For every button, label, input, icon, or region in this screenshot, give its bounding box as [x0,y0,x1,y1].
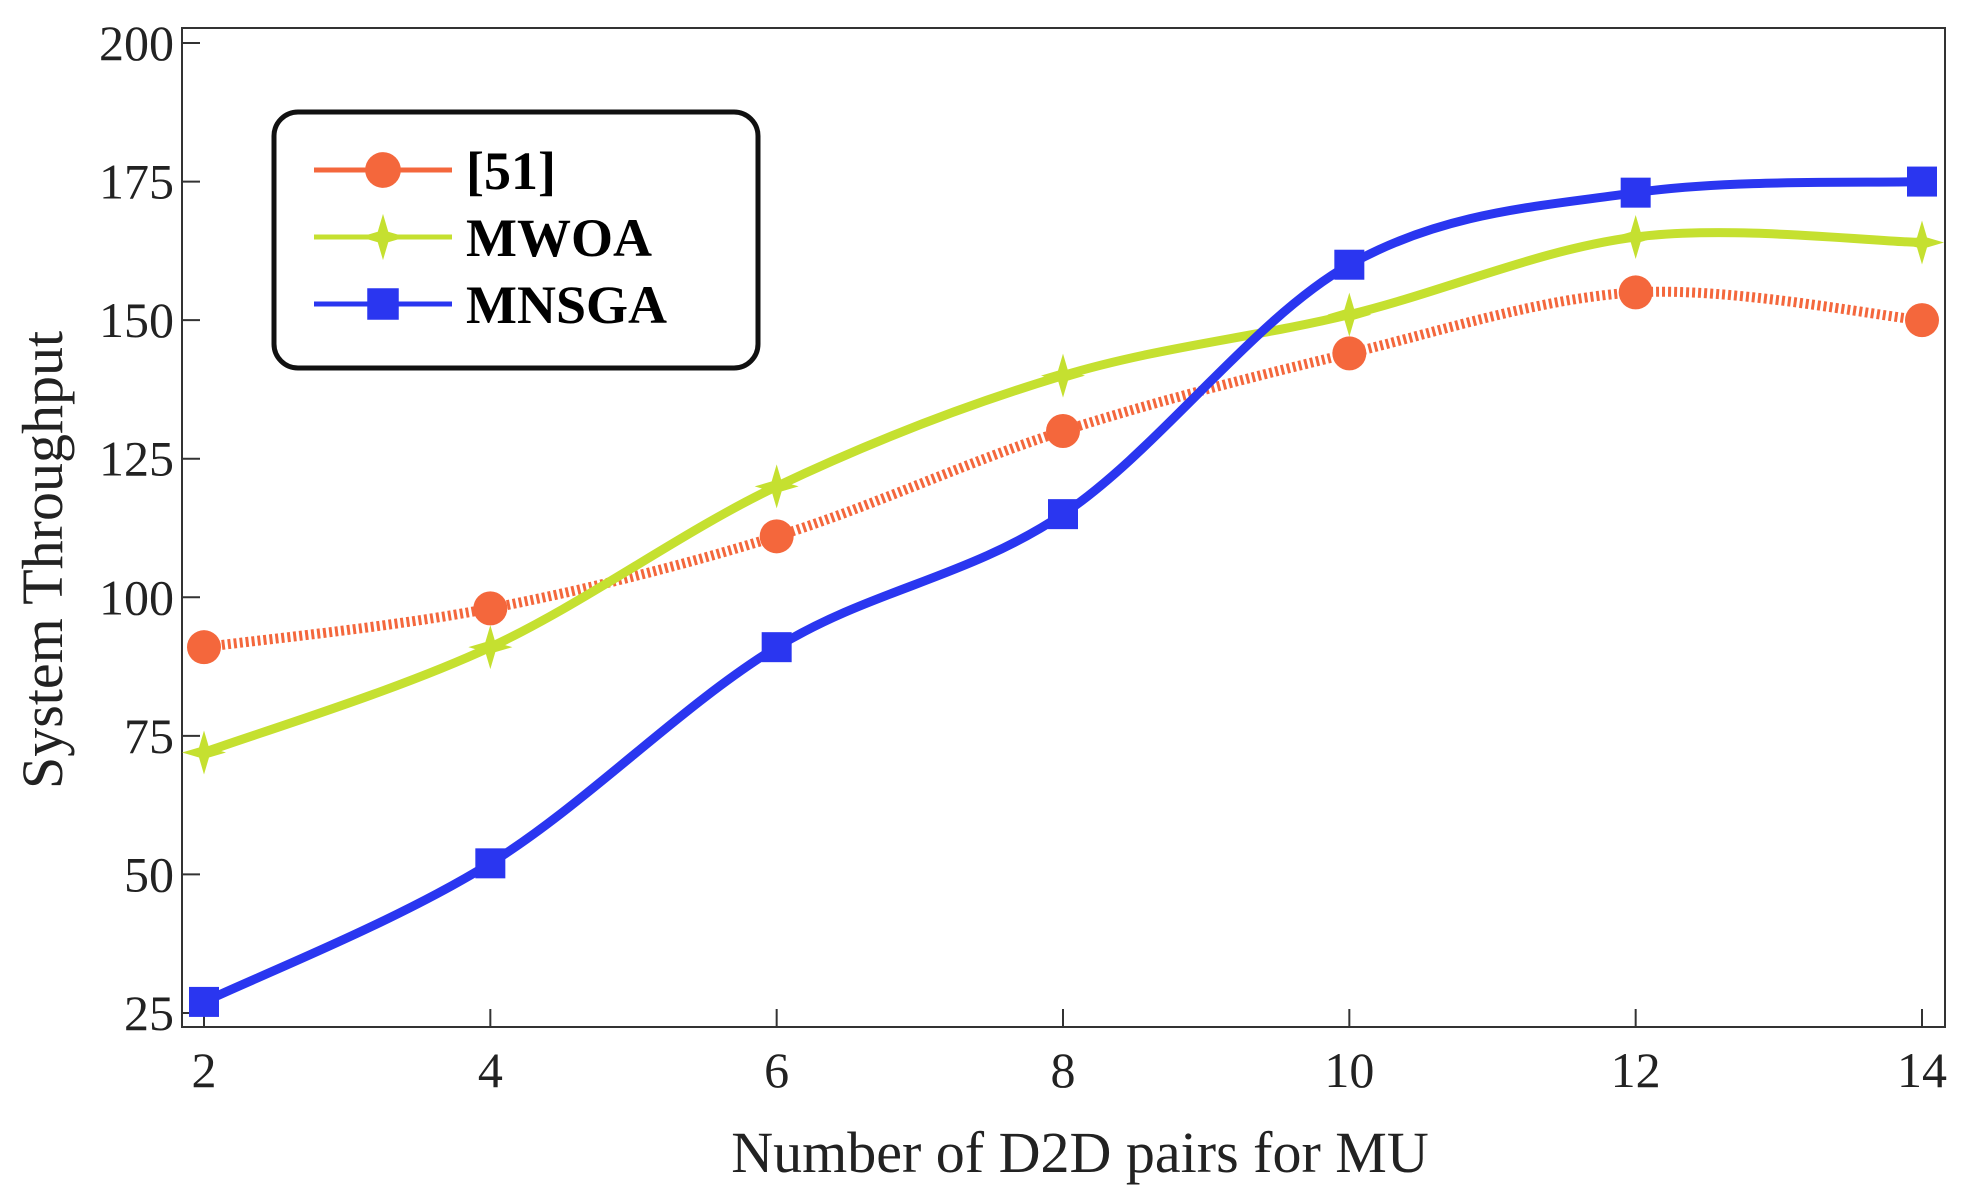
y-tick-label: 100 [99,569,174,625]
data-point-mwoa [1327,292,1372,337]
legend-label-mwoa: MWOA [466,208,652,268]
x-tick-label: 8 [1051,1042,1076,1098]
data-point-51 [1618,275,1653,310]
x-tick-label: 14 [1897,1042,1947,1098]
data-point-51 [759,519,794,554]
data-point-mwoa [1613,215,1658,259]
x-tick-label: 10 [1324,1042,1374,1098]
series-mwoa [182,215,1944,775]
data-point-mnsga [1620,177,1651,208]
data-point-mnsga [1907,166,1937,197]
data-point-mwoa [182,730,226,775]
data-point-51 [1046,414,1080,448]
series-51 [187,275,1939,665]
y-tick-label: 175 [99,154,174,210]
series-mnsga [189,166,1937,1017]
y-tick-label: 25 [124,985,174,1041]
data-point-51 [473,591,508,626]
data-point-mwoa [468,625,513,670]
data-point-51 [187,630,221,665]
x-tick-label: 4 [478,1042,503,1098]
x-axis-title: Number of D2D pairs for MU [731,1120,1428,1185]
y-tick-label: 200 [99,15,174,71]
legend-label-mnsga: MNSGA [466,275,667,335]
x-tick-label: 12 [1611,1042,1661,1098]
y-tick-label: 125 [99,431,174,487]
legend: [51] MWOA MNSGA [271,109,761,371]
legend-label-51: [51] [466,141,556,201]
data-point-mwoa [1900,220,1944,265]
data-point-mnsga [761,632,792,663]
data-point-mnsga [1334,249,1365,280]
legend-marker-51 [365,152,401,188]
y-tick-label: 50 [124,846,174,902]
legend-marker-mwoa [359,213,407,261]
y-tick-label: 75 [124,708,174,764]
y-tick-label: 150 [99,292,174,348]
y-axis-title: System Throughput [10,331,75,789]
x-tick-label: 2 [192,1042,217,1098]
legend-marker-mnsga [367,288,399,320]
series-layer [182,166,1944,1017]
x-tick-label: 6 [764,1042,789,1098]
axes: 25 50 75 100 125 150 175 200 2 4 6 8 10 12 14 [99,15,1947,1098]
data-point-mnsga [189,986,219,1017]
data-point-51 [1905,303,1939,338]
data-point-51 [1332,336,1367,371]
data-point-mnsga [475,848,506,879]
data-point-mwoa [1041,353,1085,398]
data-point-mnsga [1048,499,1078,530]
data-point-mwoa [754,464,799,509]
